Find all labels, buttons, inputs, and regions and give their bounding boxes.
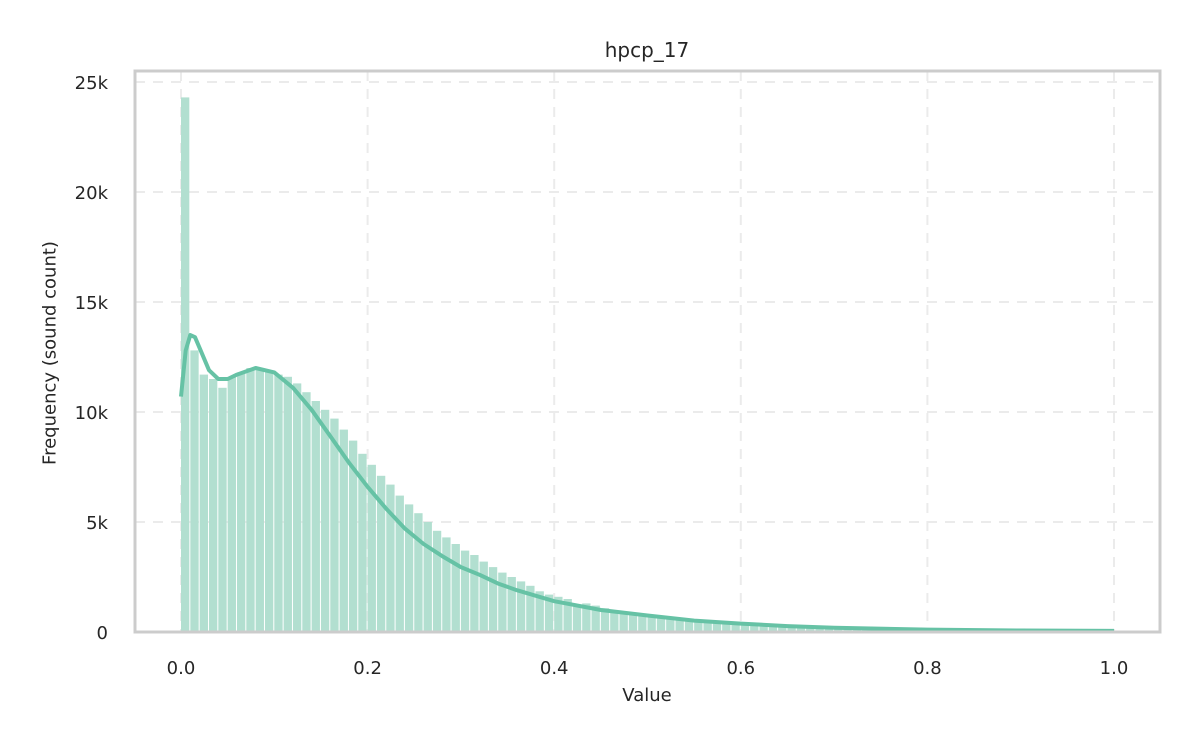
histogram-bar — [516, 581, 526, 632]
histogram-bar — [572, 606, 582, 632]
histogram-bar — [638, 615, 647, 632]
histogram-bar — [759, 626, 768, 632]
x-tick-labels: 0.0 0.2 0.4 0.6 0.8 1.0 — [167, 658, 1129, 679]
histogram-bar — [190, 350, 199, 632]
y-tick-label: 10k — [75, 403, 109, 424]
histogram-bar — [386, 484, 395, 632]
x-tick-label: 0.6 — [726, 658, 755, 679]
histogram-bar — [722, 624, 731, 632]
histogram-bar — [806, 628, 815, 632]
x-tick-label: 0.4 — [540, 658, 569, 679]
x-tick-label: 0.2 — [353, 658, 382, 679]
histogram-bar — [544, 594, 554, 632]
histogram-bar — [666, 619, 675, 632]
histogram-bar — [834, 628, 843, 632]
chart-title: hpcp_17 — [604, 38, 690, 62]
histogram-bar — [199, 374, 208, 632]
histogram-bar — [358, 453, 367, 632]
y-tick-label: 5k — [86, 513, 108, 534]
kde-curve — [179, 333, 1115, 633]
histogram-bar — [339, 429, 348, 632]
histogram-bar — [479, 561, 488, 632]
x-tick-label: 0.8 — [913, 658, 942, 679]
histogram-bar — [684, 621, 694, 632]
x-axis-label: Value — [622, 685, 672, 706]
histogram-bar — [535, 591, 544, 632]
histogram-bar — [292, 383, 302, 632]
histogram-bar — [731, 624, 740, 632]
histogram-bar — [302, 392, 311, 632]
histogram-bar — [488, 567, 498, 632]
histogram-bar — [815, 628, 824, 632]
histogram-bar — [236, 372, 246, 632]
histogram-bar — [451, 544, 460, 632]
histogram-bar — [582, 603, 591, 632]
y-tick-label: 15k — [75, 293, 109, 314]
histogram-bar — [311, 401, 320, 632]
histogram-bar — [675, 620, 684, 632]
histogram-bar — [442, 537, 451, 632]
histogram-bar — [423, 522, 432, 632]
histogram-bar — [787, 627, 796, 632]
histogram-bar — [367, 464, 376, 632]
histogram-bar — [414, 513, 423, 632]
histogram-bar — [507, 577, 516, 632]
histogram-bar — [348, 440, 358, 632]
y-tick-labels: 0 5k 10k 15k 20k 25k — [75, 73, 109, 644]
histogram-bar — [619, 612, 628, 632]
histogram-bar — [740, 625, 750, 632]
histogram-bar — [778, 627, 787, 632]
histogram-bar — [274, 374, 283, 632]
histogram-bar — [255, 368, 264, 632]
histogram-bar — [208, 379, 218, 632]
histogram-bar — [246, 368, 255, 632]
histogram-bar — [432, 530, 442, 632]
histogram-bar — [264, 370, 274, 632]
histogram-bar — [330, 418, 339, 632]
histogram-bar — [600, 608, 610, 632]
histogram-bar — [656, 617, 666, 632]
histogram-bar — [395, 495, 404, 632]
histogram-bar — [470, 555, 479, 632]
histogram-bar — [796, 627, 806, 632]
histogram-bar — [694, 621, 703, 632]
histogram-bar — [703, 622, 712, 632]
histogram-bar — [404, 504, 414, 632]
histogram-bar — [498, 572, 507, 632]
histogram-bar — [227, 376, 236, 632]
grid-lines — [135, 71, 1160, 632]
histogram-bars — [181, 97, 1113, 632]
histogram-bar — [460, 550, 470, 632]
histogram-bar — [628, 613, 638, 632]
y-tick-label: 25k — [75, 73, 109, 94]
x-tick-label: 1.0 — [1100, 658, 1129, 679]
y-tick-label: 20k — [75, 183, 109, 204]
histogram-bar — [563, 599, 572, 632]
histogram-bar — [283, 376, 292, 632]
histogram-bar — [768, 626, 778, 632]
histogram-bar — [591, 605, 600, 632]
histogram-bar — [610, 610, 619, 632]
histogram-bar — [526, 585, 535, 632]
histogram-bar — [218, 387, 227, 632]
y-tick-label: 0 — [97, 623, 108, 644]
histogram-bar — [376, 475, 386, 632]
plot-frame — [133, 69, 1162, 634]
histogram-bar — [750, 625, 759, 632]
histogram-bar — [712, 623, 722, 632]
histogram-bar — [647, 616, 656, 632]
histogram-bar — [554, 596, 563, 632]
x-tick-label: 0.0 — [167, 658, 196, 679]
histogram-bar — [320, 409, 330, 632]
histogram-bar — [824, 628, 834, 632]
